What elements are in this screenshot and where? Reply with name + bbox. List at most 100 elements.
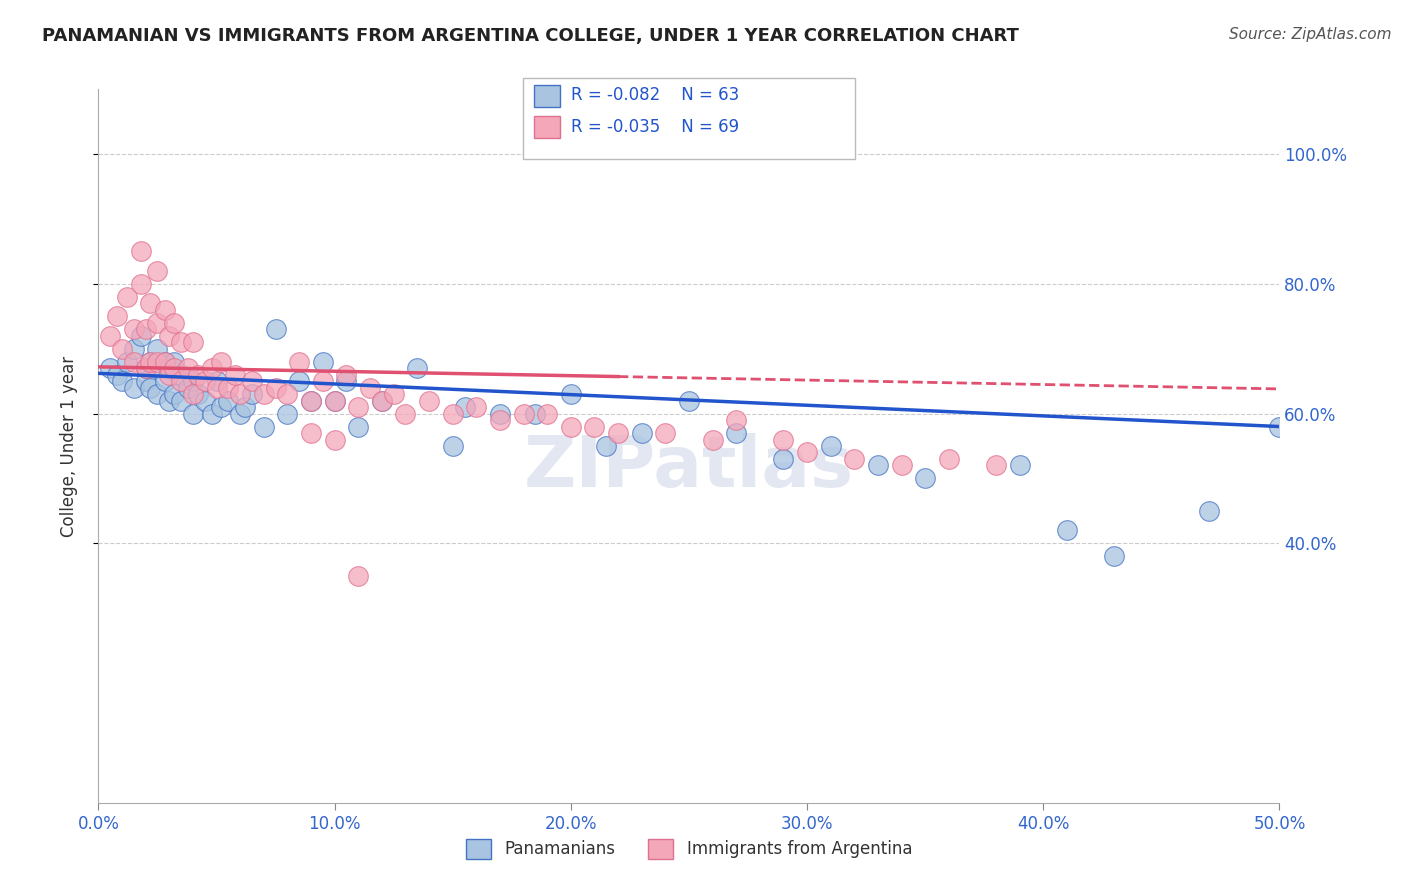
Point [177,381,200,395]
Point [347,568,370,582]
Point [264,381,287,395]
Point [209,400,232,414]
Point [607,425,630,440]
Point [153,374,176,388]
Point [323,393,346,408]
Point [312,354,335,368]
Point [678,393,700,408]
Point [146,264,169,278]
Point [583,419,606,434]
Point [253,419,276,434]
Point [111,374,134,388]
Point [135,322,157,336]
Point [512,407,534,421]
Point [276,407,298,421]
Point [181,407,204,421]
Point [489,407,512,421]
Point [153,354,176,368]
Point [359,381,381,395]
Point [181,335,204,350]
Point [702,433,724,447]
Point [796,445,818,459]
Point [890,458,912,473]
Point [201,361,224,376]
Point [772,452,794,467]
Point [181,387,204,401]
Point [129,328,152,343]
Point [170,374,193,388]
Point [299,393,322,408]
Point [205,381,228,395]
Point [371,393,394,408]
Point [725,413,748,427]
Point [264,322,287,336]
Point [323,393,346,408]
Point [98,361,121,376]
Point [157,328,180,343]
Point [139,381,162,395]
Point [560,387,582,401]
Point [217,381,239,395]
Point [229,387,252,401]
Point [122,342,145,356]
Y-axis label: College, Under 1 year: College, Under 1 year [59,355,77,537]
Text: PANAMANIAN VS IMMIGRANTS FROM ARGENTINA COLLEGE, UNDER 1 YEAR CORRELATION CHART: PANAMANIAN VS IMMIGRANTS FROM ARGENTINA … [42,27,1019,45]
Point [146,342,169,356]
Point [122,322,145,336]
Point [441,439,464,453]
Point [105,368,128,382]
Point [153,354,176,368]
Point [224,368,246,382]
Point [135,361,157,376]
Point [153,302,176,317]
Point [524,407,547,421]
Point [205,374,228,388]
Point [914,471,936,485]
Point [217,393,239,408]
Point [288,354,311,368]
Point [170,368,193,382]
Point [654,425,676,440]
Point [177,361,200,376]
Text: R = -0.035    N = 69: R = -0.035 N = 69 [571,118,740,136]
Point [122,381,145,395]
Point [233,400,256,414]
Point [335,374,357,388]
Point [229,407,252,421]
Point [406,361,429,376]
Point [984,458,1007,473]
Point [146,354,169,368]
Text: ZIPatlas: ZIPatlas [524,433,853,502]
Point [772,433,794,447]
Point [595,439,617,453]
Point [98,328,121,343]
Point [382,387,405,401]
Point [253,387,276,401]
Point [194,374,217,388]
Point [1102,549,1125,564]
Point [111,342,134,356]
Point [394,407,416,421]
Point [209,354,232,368]
Point [371,393,394,408]
Point [122,354,145,368]
Point [335,368,357,382]
Point [139,354,162,368]
Point [347,400,370,414]
Text: Source: ZipAtlas.com: Source: ZipAtlas.com [1229,27,1392,42]
Point [844,452,866,467]
Point [938,452,960,467]
Point [163,361,186,376]
Point [240,374,263,388]
Point [1056,524,1078,538]
Point [105,310,128,324]
Point [489,413,512,427]
Point [276,387,298,401]
Point [866,458,889,473]
Point [536,407,558,421]
Point [163,387,186,401]
Point [187,387,209,401]
Point [299,393,322,408]
Point [1198,504,1220,518]
Point [115,290,138,304]
